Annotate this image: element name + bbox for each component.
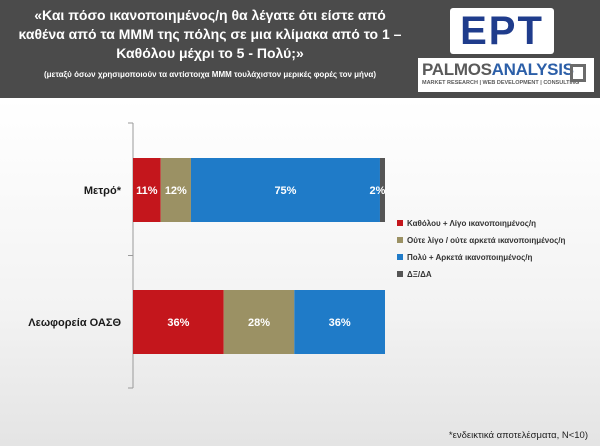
chart-background (0, 98, 600, 446)
palmos-logo-name-b: ANALYSIS (491, 60, 574, 79)
legend-entry: Καθόλου + Λίγο ικανοποιημένος/η (407, 219, 536, 228)
legend-entry: Πολύ + Αρκετά ικανοποιημένος/η (407, 253, 533, 262)
data-label: 28% (248, 317, 270, 329)
ert-logo: ΕΡΤ (450, 8, 554, 54)
legend-entry: ΔΞ/ΔΑ (407, 270, 432, 279)
bar-segment (133, 158, 161, 222)
data-label: 12% (165, 185, 187, 197)
legend-swatch (397, 271, 403, 277)
legend-swatch (397, 220, 403, 226)
ert-logo-text: ΕΡΤ (460, 9, 544, 53)
bar-segment (379, 158, 385, 222)
palmos-logo-tagline: MARKET RESEARCH | WEB DEVELOPMENT | CONS… (422, 80, 580, 86)
data-label: 36% (167, 317, 189, 329)
chart-subtitle: (μεταξύ όσων χρησιμοποιούν τα αντίστοιχα… (44, 70, 376, 79)
category-label: Λεωφορεία ΟΑΣΘ (28, 317, 121, 329)
legend-entry: Ούτε λίγο / ούτε αρκετά ικανοποιημένος/η (407, 236, 565, 245)
data-label: 75% (274, 185, 296, 197)
bar-segment (190, 158, 380, 222)
data-label: 36% (329, 317, 351, 329)
palmos-logo-square-icon (570, 64, 586, 82)
header-banner: «Και πόσο ικανοποιημένος/η θα λέγατε ότι… (0, 0, 600, 98)
bar-segment (223, 290, 295, 354)
bar-segment (133, 290, 224, 354)
bar-segment (294, 290, 385, 354)
footnote: *ενδεικτικά αποτελέσματα, N<10) (448, 430, 588, 441)
palmos-analysis-logo: PALMOSANALYSIS MARKET RESEARCH | WEB DEV… (418, 58, 594, 92)
category-label: Μετρό* (84, 185, 122, 197)
data-label: 2% (370, 185, 386, 197)
palmos-logo-name-a: PALMOS (422, 60, 492, 79)
chart-title: «Και πόσο ικανοποιημένος/η θα λέγατε ότι… (18, 7, 402, 61)
legend-swatch (397, 237, 403, 243)
bar-segment (160, 158, 191, 222)
palmos-logo-name: PALMOSANALYSIS (422, 60, 574, 80)
data-label: 11% (136, 185, 158, 197)
legend-swatch (397, 254, 403, 260)
